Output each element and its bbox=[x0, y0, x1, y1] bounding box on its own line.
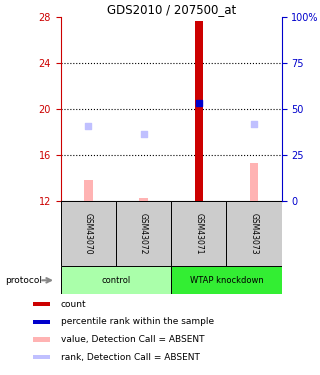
Text: percentile rank within the sample: percentile rank within the sample bbox=[61, 317, 214, 326]
Text: WTAP knockdown: WTAP knockdown bbox=[189, 276, 263, 285]
Text: GSM43071: GSM43071 bbox=[194, 213, 203, 254]
Text: GSM43072: GSM43072 bbox=[139, 213, 148, 254]
Title: GDS2010 / 207500_at: GDS2010 / 207500_at bbox=[107, 3, 236, 16]
Point bbox=[196, 100, 201, 106]
Bar bbox=[33, 337, 51, 342]
Bar bbox=[171, 266, 282, 294]
Text: GSM43073: GSM43073 bbox=[250, 213, 259, 254]
Bar bbox=[140, 198, 148, 201]
Point bbox=[86, 123, 91, 129]
Bar bbox=[227, 201, 282, 266]
Text: rank, Detection Call = ABSENT: rank, Detection Call = ABSENT bbox=[61, 353, 200, 362]
Bar bbox=[250, 163, 258, 201]
Bar bbox=[61, 201, 116, 266]
Text: GSM43070: GSM43070 bbox=[84, 213, 93, 254]
Point bbox=[141, 131, 146, 137]
Bar bbox=[33, 320, 51, 324]
Bar bbox=[61, 266, 171, 294]
Text: value, Detection Call = ABSENT: value, Detection Call = ABSENT bbox=[61, 335, 204, 344]
Bar bbox=[33, 302, 51, 306]
Bar bbox=[171, 201, 227, 266]
Text: count: count bbox=[61, 300, 86, 309]
Point bbox=[252, 121, 257, 127]
Bar bbox=[116, 201, 171, 266]
Bar bbox=[195, 21, 203, 201]
Bar bbox=[33, 355, 51, 360]
Text: protocol: protocol bbox=[5, 276, 42, 285]
Bar bbox=[84, 180, 92, 201]
Text: control: control bbox=[101, 276, 131, 285]
